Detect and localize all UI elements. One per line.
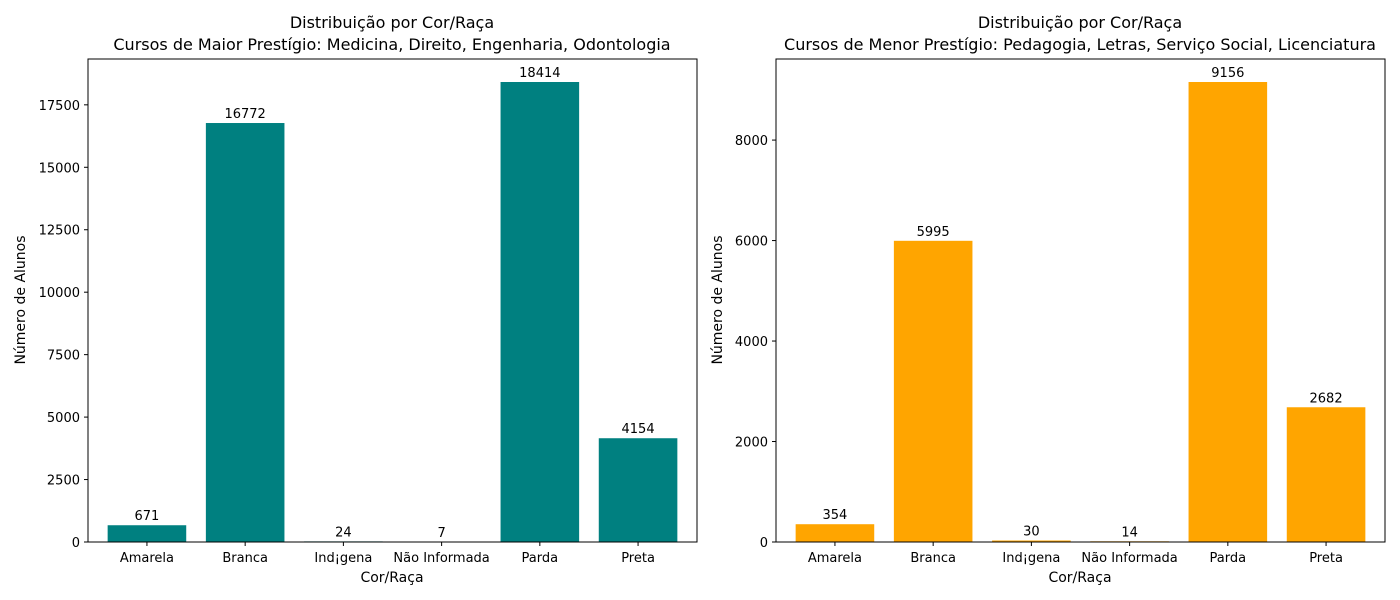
bar-value-label: 30 xyxy=(1023,524,1040,539)
bar xyxy=(107,525,187,542)
bar-value-label: 16772 xyxy=(224,107,265,122)
bar xyxy=(992,540,1071,542)
bar-value-label: 7 xyxy=(437,526,445,541)
chart-subtitle: Cursos de Menor Prestígio: Pedagogia, Le… xyxy=(784,35,1376,54)
y-tick-label: 4000 xyxy=(735,335,768,350)
x-tick-label: Não Informada xyxy=(393,551,489,566)
bar-value-label: 5995 xyxy=(917,225,950,240)
bar-value-label: 24 xyxy=(335,525,352,540)
axis-ticks: Amarela Branca Ind¡gena Não Informada Parda P… xyxy=(39,99,655,566)
chart-title: Distribuição por Cor/Raça xyxy=(978,13,1182,32)
axis-ticks: Amarela Branca Ind¡gena Não Informada Parda P… xyxy=(735,134,1343,566)
chart-subtitle: Cursos de Maior Prestígio: Medicina, Dir… xyxy=(113,35,670,54)
bar xyxy=(1188,82,1268,542)
y-axis-label: Número de Alunos xyxy=(710,235,726,364)
bar-value-label: 9156 xyxy=(1211,66,1244,81)
y-tick-label: 2500 xyxy=(47,474,80,489)
bar-group: 671 16772 24 7 18414 4154 xyxy=(107,66,678,543)
x-axis-label: Cor/Raça xyxy=(360,570,423,586)
bar-value-label: 671 xyxy=(135,509,160,524)
x-tick-label: Amarela xyxy=(808,551,862,566)
x-tick-label: Parda xyxy=(1210,551,1247,566)
y-tick-label: 15000 xyxy=(39,161,80,176)
bar-value-label: 2682 xyxy=(1310,391,1343,406)
y-tick-label: 6000 xyxy=(735,235,768,250)
y-tick-label: 7500 xyxy=(47,349,80,364)
x-tick-label: Amarela xyxy=(120,551,174,566)
y-tick-label: 2000 xyxy=(735,436,768,451)
y-tick-label: 12500 xyxy=(39,224,80,239)
bar-group: 354 5995 30 14 9156 2682 xyxy=(795,66,1366,543)
x-tick-label: Ind¡gena xyxy=(314,551,372,566)
x-tick-label: Preta xyxy=(621,551,655,566)
bar-value-label: 354 xyxy=(823,508,848,523)
x-tick-label: Branca xyxy=(910,551,956,566)
bar-value-label: 4154 xyxy=(622,422,655,437)
y-tick-label: 0 xyxy=(72,536,80,551)
x-tick-label: Branca xyxy=(222,551,268,566)
y-tick-label: 0 xyxy=(760,536,768,551)
bar xyxy=(893,240,973,543)
bar xyxy=(500,82,580,542)
y-axis-label: Número de Alunos xyxy=(13,235,29,364)
chart-title: Distribuição por Cor/Raça xyxy=(290,13,494,32)
plot-frame xyxy=(775,58,1386,543)
plot-frame xyxy=(87,58,698,543)
x-tick-label: Ind¡gena xyxy=(1002,551,1060,566)
y-tick-label: 8000 xyxy=(735,134,768,149)
x-axis-label: Cor/Raça xyxy=(1048,570,1111,586)
bar xyxy=(795,524,875,542)
x-tick-label: Parda xyxy=(522,551,559,566)
bar xyxy=(1286,407,1366,542)
chart-minor-courses: Distribuição por Cor/Raça Cursos de Meno… xyxy=(710,13,1386,586)
y-tick-label: 10000 xyxy=(39,286,80,301)
bar xyxy=(205,123,285,542)
bar-value-label: 18414 xyxy=(519,66,560,81)
x-tick-label: Preta xyxy=(1309,551,1343,566)
x-tick-label: Não Informada xyxy=(1081,551,1177,566)
y-tick-label: 5000 xyxy=(47,411,80,426)
chart-major-courses: Distribuição por Cor/Raça Cursos de Maio… xyxy=(13,13,698,586)
y-tick-label: 17500 xyxy=(39,99,80,114)
bar xyxy=(598,438,678,542)
bar-value-label: 14 xyxy=(1121,525,1138,540)
